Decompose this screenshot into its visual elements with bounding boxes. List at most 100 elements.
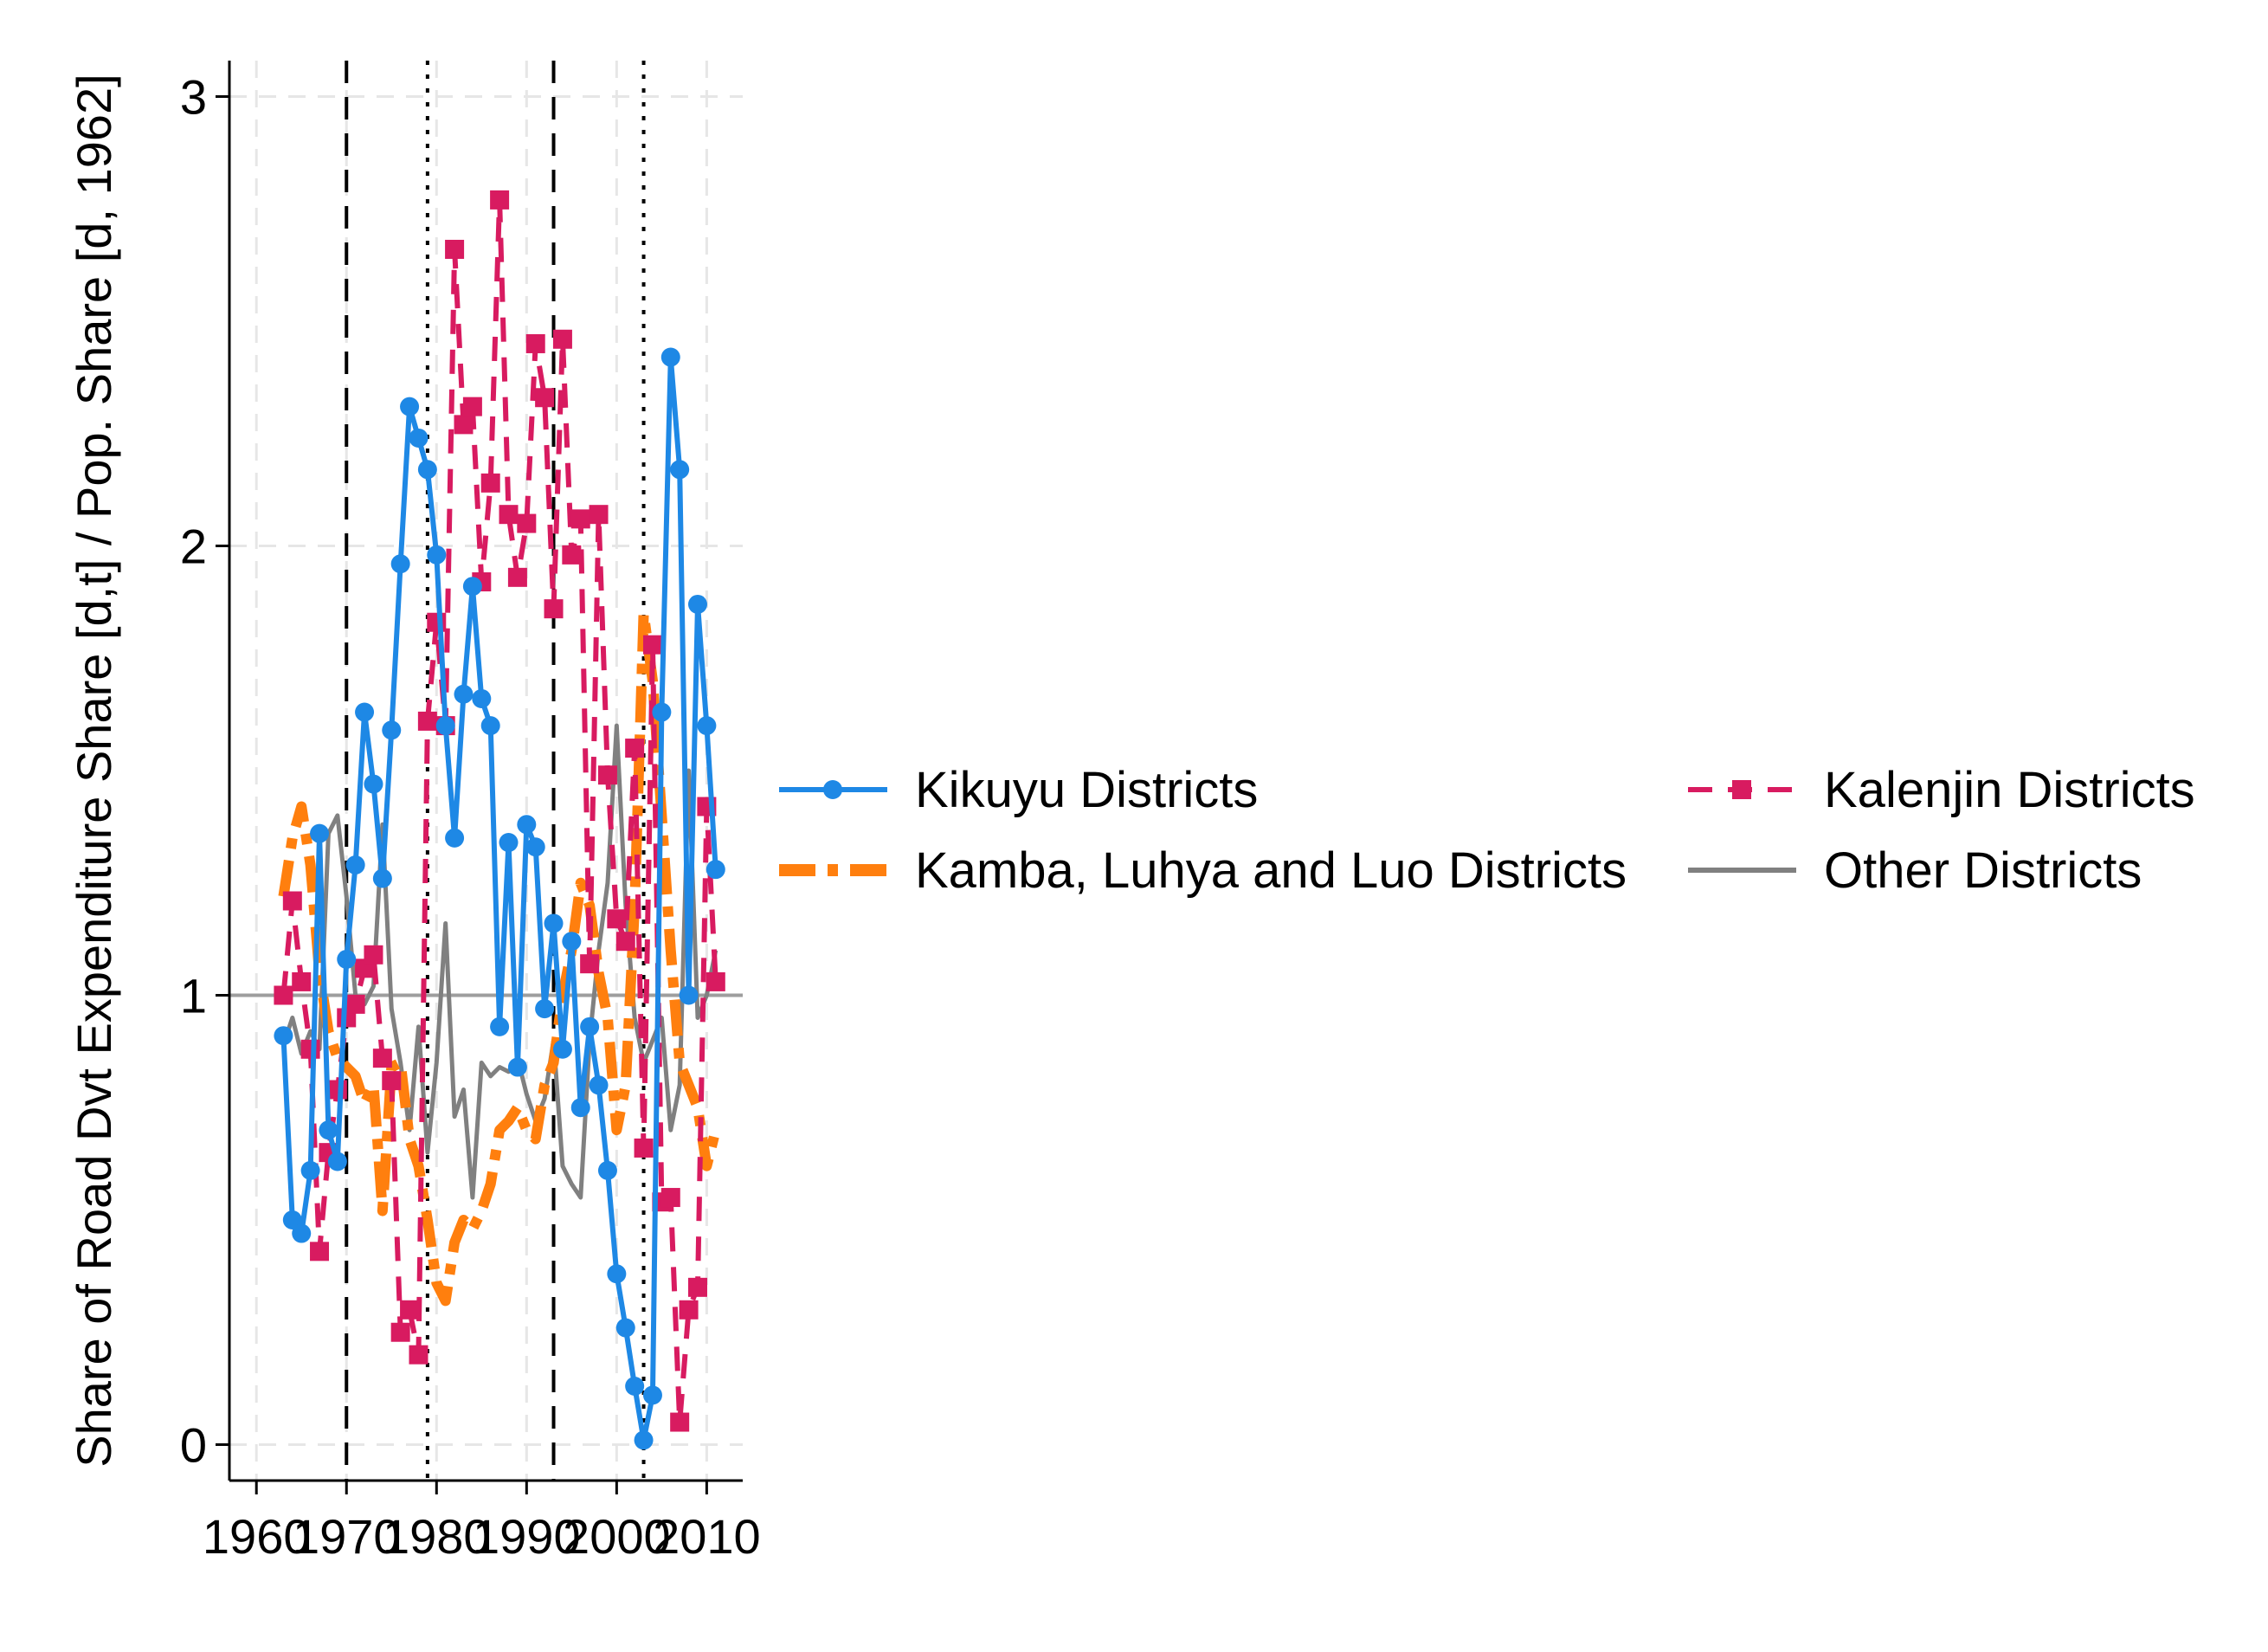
data-point	[274, 985, 293, 1005]
data-point	[445, 828, 465, 848]
x-tick-label: 1960	[203, 1509, 311, 1564]
data-point	[372, 868, 392, 888]
data-point	[472, 688, 492, 708]
legend-item: Kikuyu Districts	[779, 762, 1258, 818]
series-line	[280, 197, 718, 1425]
data-point	[607, 1264, 627, 1284]
data-point	[552, 329, 572, 349]
data-point	[607, 909, 627, 929]
legend-label: Kalenjin Districts	[1824, 762, 2195, 818]
data-point	[544, 599, 564, 619]
x-tick-label: 1980	[383, 1509, 491, 1564]
data-point	[660, 347, 680, 367]
data-point	[372, 1049, 392, 1068]
data-point	[535, 999, 555, 1019]
data-point	[499, 833, 519, 853]
data-point	[400, 1300, 420, 1320]
x-tick-label: 1970	[293, 1509, 401, 1564]
series-line	[278, 608, 721, 1307]
data-point	[445, 239, 465, 259]
data-point	[435, 716, 455, 736]
data-point	[400, 397, 420, 416]
data-point	[274, 1026, 293, 1046]
data-point	[454, 684, 474, 704]
data-point	[597, 1160, 617, 1180]
data-point	[517, 513, 537, 533]
data-point	[507, 567, 527, 587]
data-point	[679, 1300, 699, 1320]
data-point	[634, 1138, 654, 1158]
data-point	[310, 823, 330, 843]
data-point	[525, 837, 545, 857]
data-point	[292, 971, 312, 991]
data-point	[390, 554, 410, 574]
data-point	[589, 1075, 609, 1095]
legend-marker	[823, 780, 842, 799]
data-point	[642, 635, 662, 655]
data-point	[697, 716, 717, 736]
y-tick-label: 3	[180, 70, 207, 125]
data-point	[615, 932, 635, 952]
data-point	[660, 1188, 680, 1208]
data-point	[319, 1120, 338, 1140]
series-group	[274, 190, 725, 1450]
data-point	[670, 1412, 690, 1432]
data-point	[345, 855, 365, 874]
data-point	[355, 702, 375, 722]
data-point	[535, 388, 555, 408]
data-point	[525, 333, 545, 353]
grid-lines	[229, 61, 743, 1481]
x-tick-label: 2010	[653, 1509, 761, 1564]
data-point	[480, 473, 500, 493]
legend: Kikuyu Districts Kamba, Luhya and Luo Dis…	[779, 762, 2195, 899]
data-point	[327, 1152, 347, 1171]
data-point	[589, 505, 609, 525]
data-point	[409, 1345, 428, 1365]
data-point	[544, 913, 564, 933]
y-axis-label: Share of Road Dvt Expenditure Share [d,t…	[67, 74, 121, 1467]
data-point	[292, 1223, 312, 1243]
data-point	[562, 545, 582, 565]
legend-label: Other Districts	[1824, 842, 2142, 899]
data-point	[427, 612, 447, 632]
data-point	[625, 1377, 645, 1397]
legend-marker	[1732, 780, 1751, 799]
data-point	[417, 711, 437, 731]
series-kalenjin-districts	[274, 190, 725, 1432]
data-point	[300, 1160, 320, 1180]
data-point	[427, 545, 447, 565]
data-point	[390, 1322, 410, 1342]
legend-item: Kalenjin Districts	[1688, 762, 2195, 818]
y-tick-label: 1	[180, 968, 207, 1023]
data-point	[480, 716, 500, 736]
data-point	[454, 415, 474, 435]
data-point	[282, 891, 302, 911]
data-point	[706, 860, 725, 880]
data-point	[652, 702, 672, 722]
data-point	[687, 594, 707, 614]
data-point	[462, 397, 482, 416]
data-point	[490, 190, 510, 210]
data-point	[634, 1430, 654, 1450]
data-point	[679, 985, 699, 1005]
legend-item: Other Districts	[1688, 842, 2142, 899]
data-point	[687, 1277, 707, 1297]
data-point	[706, 971, 725, 991]
legend-label: Kikuyu Districts	[915, 762, 1258, 818]
data-point	[327, 1080, 347, 1100]
data-point	[615, 1318, 635, 1338]
data-point	[642, 1385, 662, 1405]
data-point	[462, 577, 482, 597]
data-point	[382, 720, 402, 740]
series-kikuyu-districts	[274, 347, 725, 1450]
data-point	[552, 1039, 572, 1059]
data-point	[507, 1057, 527, 1077]
data-point	[570, 1098, 590, 1118]
data-point	[300, 1039, 320, 1059]
data-point	[364, 774, 383, 794]
data-point	[382, 1071, 402, 1091]
legend-item: Kamba, Luhya and Luo Districts	[779, 842, 1627, 899]
data-point	[417, 460, 437, 480]
